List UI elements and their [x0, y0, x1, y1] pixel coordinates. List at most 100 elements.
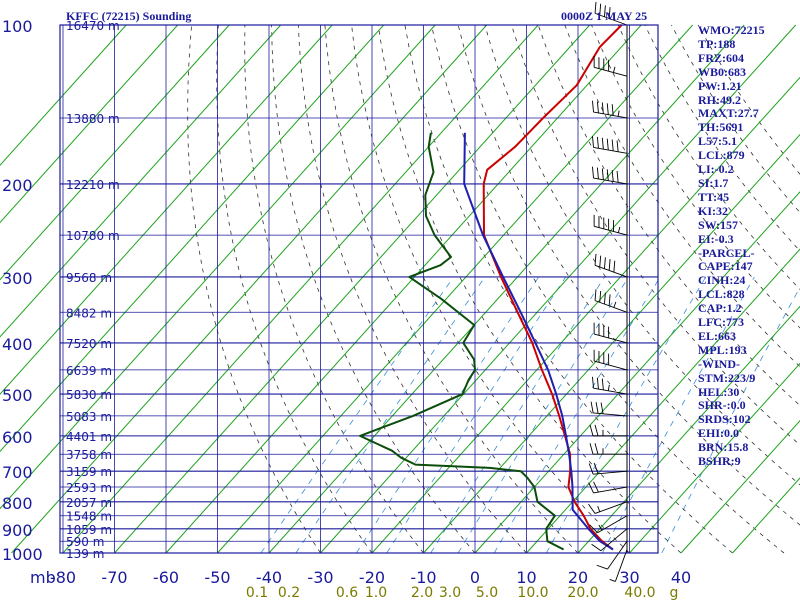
isotherm-line — [0, 24, 333, 395]
wind-barb — [591, 528, 628, 552]
height-label: 13880 m — [66, 112, 120, 126]
stat-item: SHR-:0.0 — [698, 398, 746, 413]
wind-barb-flag — [588, 482, 594, 494]
chart-title: KFFC (72215) Sounding — [66, 9, 192, 23]
mixing-ratio-label: 2.0 — [411, 585, 433, 600]
stat-item: CAP:1.2 — [698, 301, 742, 316]
plot-frame — [59, 24, 659, 554]
wind-barb-flag — [603, 257, 606, 269]
stat-item: RH:49.2 — [698, 92, 741, 107]
isotherm-line — [320, 24, 797, 554]
stat-item: CAPE:147 — [698, 259, 753, 274]
wind-barb-flag — [594, 253, 597, 266]
wind-barb-flag — [613, 260, 616, 273]
isotherm-line — [62, 24, 539, 554]
wind-barb-flag — [593, 462, 599, 474]
stat-item: KI:32 — [698, 203, 728, 218]
stat-item: LCL:879 — [698, 148, 745, 163]
height-label: 8482 m — [66, 306, 112, 320]
mixing-ratio-line — [493, 276, 661, 554]
isotherm-line — [0, 24, 179, 224]
wind-barb-flag — [608, 7, 611, 19]
pressure-tick-label: 300 — [2, 269, 33, 288]
isotherm-line — [11, 24, 488, 554]
stat-item: MPL:193 — [698, 342, 747, 357]
wind-barb-flag — [594, 443, 599, 455]
wind-barb — [588, 501, 628, 514]
wind-barb-flag — [608, 294, 611, 306]
pressure-unit-label: mb — [30, 568, 56, 587]
wind-barb — [592, 100, 628, 119]
height-label: 5830 m — [66, 388, 112, 402]
mixing-ratio-label: 10.0 — [517, 585, 548, 600]
pressure-tick-label: 400 — [2, 335, 33, 354]
isotherm-line — [165, 24, 642, 554]
isotherm-line — [114, 24, 591, 554]
wind-barb — [589, 443, 627, 455]
wind-barb — [592, 136, 628, 154]
isotherm-line — [217, 24, 694, 554]
wind-barb-flag — [596, 167, 599, 179]
stat-item: TH:5691 — [698, 120, 744, 135]
height-label: 590 m — [66, 535, 104, 549]
temperature-tick-label: -60 — [153, 568, 179, 587]
wind-barb-flag — [611, 139, 614, 151]
wind-barb-shaft — [593, 177, 628, 185]
dry-adiabat-line — [216, 24, 373, 554]
isotherm-line — [0, 24, 282, 338]
stat-item: LCL:828 — [698, 287, 745, 302]
temperature-tick-label: 20 — [568, 568, 588, 587]
isotherm-line — [577, 305, 800, 554]
height-label: 10780 m — [66, 229, 120, 243]
isotherm-line — [0, 24, 436, 510]
wind-barb — [594, 289, 628, 313]
stat-item: L57:5.1 — [698, 134, 737, 149]
stat-item: CINH:24 — [698, 273, 746, 288]
isotherm-line — [0, 24, 230, 281]
height-label: 4401 m — [66, 430, 112, 444]
temperature-tick-label: 30 — [619, 568, 639, 587]
temperature-tick-label: -10 — [410, 568, 436, 587]
wind-barb-flag — [589, 443, 594, 455]
parcel-line — [463, 132, 614, 551]
height-label: 12210 m — [66, 178, 120, 192]
stat-item: TP:188 — [698, 36, 736, 51]
isotherm-line — [629, 362, 800, 554]
mixing-ratio-label: 40.0 — [624, 585, 655, 600]
wind-barb-flag — [616, 140, 619, 152]
wind-barb-shaft — [593, 470, 628, 475]
wind-barb — [593, 214, 628, 236]
stat-item: EL:663 — [698, 328, 737, 343]
dewpoint-line — [359, 132, 565, 551]
temperature-tick-label: -80 — [50, 568, 76, 587]
wind-barb-half-flag — [609, 579, 616, 582]
isotherm-line — [474, 191, 800, 554]
wind-barb-shaft — [614, 549, 628, 582]
wind-barb-flag — [601, 102, 604, 114]
wind-barb-flag — [589, 424, 594, 436]
wind-barb — [590, 401, 628, 417]
wind-barb-flag — [594, 1, 597, 14]
height-label: 6639 m — [66, 364, 112, 378]
mixing-ratio-line — [661, 286, 800, 554]
wind-barb — [593, 322, 628, 344]
wind-barb-shaft — [594, 12, 628, 26]
pressure-tick-label: 600 — [2, 428, 33, 447]
stat-item: TT:45 — [698, 189, 730, 204]
wind-barb-flag — [603, 292, 606, 305]
height-label: 139 m — [66, 547, 104, 561]
mixing-ratio-line — [430, 276, 606, 554]
wind-barb-flag — [600, 402, 604, 414]
wind-barb-flag — [611, 170, 614, 182]
wind-barb — [592, 166, 628, 185]
mixing-ratio-label: 20.0 — [567, 585, 598, 600]
stat-item: -PARCEL- — [698, 245, 755, 260]
mixing-ratio-label: 0.1 — [246, 585, 268, 600]
pressure-tick-label: 500 — [2, 386, 33, 405]
mixing-ratio-line — [295, 276, 486, 554]
dry-adiabat-line — [271, 24, 476, 554]
wind-barb-shaft — [594, 501, 628, 514]
wind-barb-shaft — [593, 412, 628, 417]
pressure-tick-label: 900 — [2, 521, 33, 540]
mixing-ratio-line — [545, 276, 707, 554]
